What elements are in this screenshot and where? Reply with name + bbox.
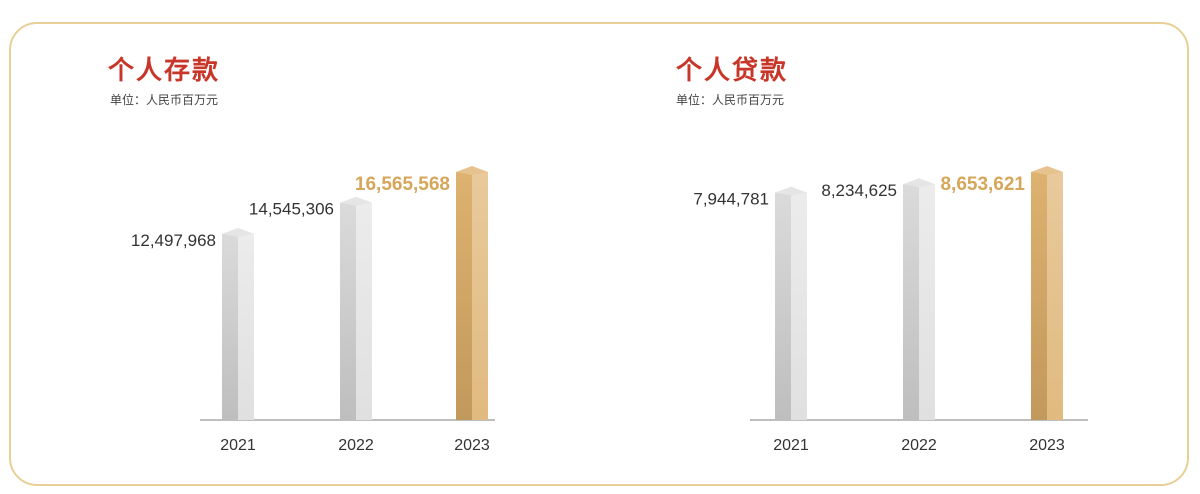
unit-label: 单位：人民币百万元 [110, 93, 219, 107]
bar-2021 [222, 227, 254, 420]
x-tick-label: 2021 [773, 437, 809, 454]
bar-2022 [903, 178, 935, 420]
loan-panel: 个人贷款 单位：人民币百万元 7,944,781 2021 8,234,625 202… [600, 0, 1180, 494]
bar-2022 [340, 196, 372, 420]
chart-title: 个人贷款 [676, 56, 789, 86]
unit-label: 单位：人民币百万元 [676, 93, 785, 107]
value-label: 8,234,625 [821, 181, 897, 200]
x-tick-label: 2022 [901, 437, 937, 454]
bar-2023 [456, 166, 488, 420]
value-label: 12,497,968 [131, 231, 216, 250]
x-tick-label: 2021 [220, 437, 256, 454]
x-tick-label: 2023 [1029, 437, 1065, 454]
value-label: 8,653,621 [940, 174, 1025, 195]
chart-title: 个人存款 [108, 56, 221, 86]
value-label: 16,565,568 [355, 174, 450, 195]
value-label: 14,545,306 [249, 200, 334, 219]
x-tick-label: 2022 [338, 437, 374, 454]
bar-2021 [775, 186, 807, 420]
deposit-panel: 个人存款 单位：人民币百万元 12,497,968 2021 14,545,306 2… [0, 0, 580, 494]
card-frame [9, 22, 1189, 486]
value-label: 7,944,781 [693, 190, 769, 209]
x-tick-label: 2023 [454, 437, 490, 454]
bar-2023 [1031, 166, 1063, 420]
deposit-chart: 12,497,968 2021 14,545,306 2022 16,565,568 20… [131, 166, 495, 454]
loan-chart: 7,944,781 2021 8,234,625 2022 8,653,621 2023 [693, 166, 1088, 454]
